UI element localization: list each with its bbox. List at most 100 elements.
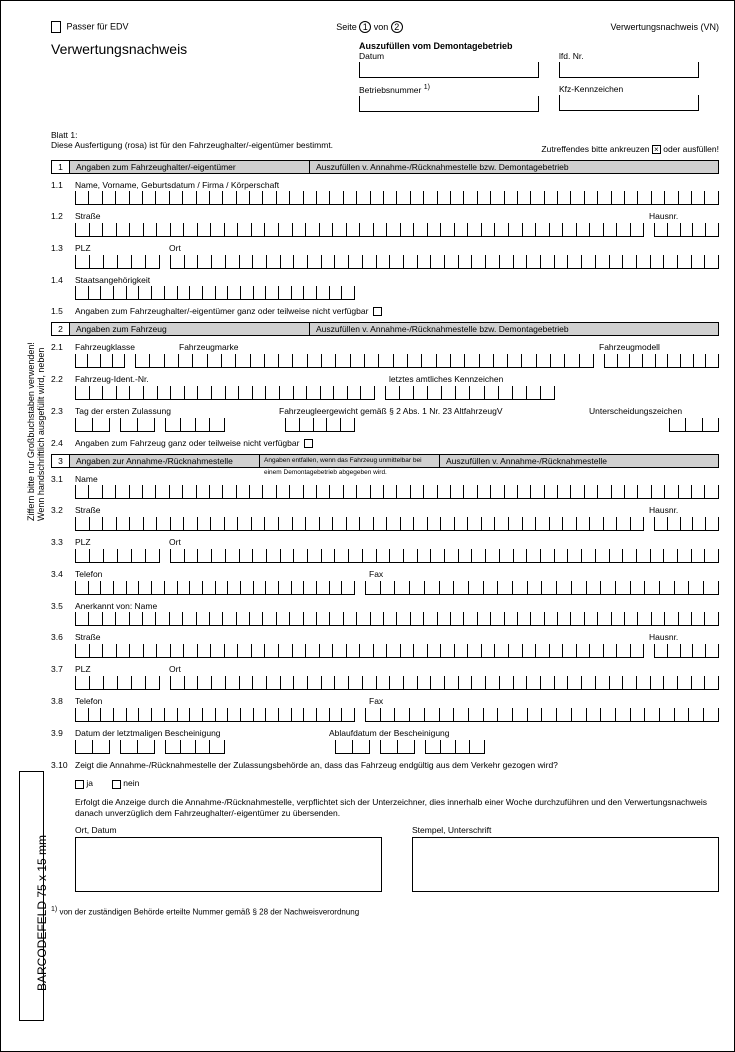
input-3-4b[interactable] [365,581,719,595]
label-3-8b: Fax [369,696,383,706]
barcode-label: BARCODEFELD 75 x 15 mm [35,835,49,991]
input-3-3b[interactable] [170,549,719,563]
section-1-bar: 1 Angaben zum Fahrzeughalter/-eigentümer… [51,160,719,174]
input-3-7a[interactable] [75,676,160,690]
input-1-2a[interactable] [75,223,644,237]
input-2-3c[interactable] [669,418,719,432]
demontage-header: Auszufüllen vom Demontagebetrieb [359,41,719,51]
label-3-2a: Straße [75,505,645,515]
input-2-3a3[interactable] [165,418,225,432]
label-1-3a: PLZ [75,243,165,253]
input-3-9a3[interactable] [165,740,225,754]
input-3-2a[interactable] [75,517,644,531]
input-2-1c[interactable] [604,354,719,368]
input-3-4a[interactable] [75,581,355,595]
label-3-10: Zeigt die Annahme-/Rücknahmestelle der Z… [75,760,719,770]
checkbox-x-icon: × [652,145,661,154]
label-3-4b: Fax [369,569,383,579]
checkbox-2-4[interactable] [304,439,313,448]
section-3-bar: 3 Angaben zur Annahme-/Rücknahmestelle A… [51,454,719,468]
passer-box-icon [51,21,61,33]
input-datum[interactable] [359,62,539,78]
label-3-4a: Telefon [75,569,365,579]
input-3-1[interactable] [75,485,719,499]
label-3-1: Name [75,474,719,484]
label-2-1b: Fahrzeugmarke [179,342,595,352]
input-2-3b[interactable] [285,418,355,432]
input-2-1b[interactable] [135,354,594,368]
label-ort-datum: Ort, Datum [75,825,382,835]
input-ort-datum[interactable] [75,837,382,892]
doc-type: Verwertungsnachweis (VN) [610,22,719,32]
label-2-3b: Fahrzeugleergewicht gemäß § 2 Abs. 1 Nr.… [279,406,585,416]
input-2-1a[interactable] [75,354,125,368]
input-1-3b[interactable] [170,255,719,269]
input-3-9b3[interactable] [425,740,485,754]
label-datum: Datum [359,51,539,61]
label-2-2b: letztes amtliches Kennzeichen [389,374,503,384]
label-1-3b: Ort [169,243,181,253]
input-3-6b[interactable] [654,644,719,658]
page-indicator: Seite 1 von 2 [336,21,403,33]
input-kfz[interactable] [559,95,699,111]
input-2-3a1[interactable] [75,418,110,432]
label-3-6b: Hausnr. [649,632,719,642]
input-2-2a[interactable] [75,386,375,400]
input-1-4[interactable] [75,286,355,300]
label-3-9b: Ablaufdatum der Bescheinigung [329,728,450,738]
input-1-3a[interactable] [75,255,160,269]
checkbox-ja[interactable] [75,780,84,789]
input-3-9b1[interactable] [335,740,370,754]
input-3-6a[interactable] [75,644,644,658]
label-2-3c: Unterscheidungszeichen [589,406,719,416]
input-3-9b2[interactable] [380,740,415,754]
input-1-1[interactable] [75,191,719,205]
demontage-block: Auszufüllen vom Demontagebetrieb Datum l… [359,41,719,118]
input-2-2b[interactable] [385,386,555,400]
input-2-3a2[interactable] [120,418,155,432]
label-betriebsnr: Betriebsnummer 1) [359,84,539,95]
input-3-3a[interactable] [75,549,160,563]
label-kfz: Kfz-Kennzeichen [559,84,699,94]
side-note-1: Wenn handschriftlich ausgefüllt wird, ne… [36,348,46,521]
ankreuz-note: Zutreffendes bitte ankreuzen × oder ausf… [541,144,719,154]
text-3-10: Erfolgt die Anzeige durch die Annahme-/R… [75,797,719,819]
label-3-7b: Ort [169,664,181,674]
label-3-5: Anerkannt von: Name [75,601,719,611]
label-2-1a: Fahrzeugklasse [75,342,175,352]
input-3-5[interactable] [75,612,719,626]
label-stempel: Stempel, Unterschrift [412,825,719,835]
label-3-9a: Datum der letztmaligen Bescheinigung [75,728,325,738]
input-stempel[interactable] [412,837,719,892]
label-2-2a: Fahrzeug-Ident.-Nr. [75,374,385,384]
page: Wenn handschriftlich ausgefüllt wird, ne… [0,0,735,1052]
page-title: Verwertungsnachweis [51,41,187,118]
label-2-1c: Fahrzeugmodell [599,342,719,352]
label-2-4: Angaben zum Fahrzeug ganz oder teilweise… [75,438,299,448]
checkbox-nein[interactable] [112,780,121,789]
top-row: Passer für EDV Seite 1 von 2 Verwertungs… [51,21,719,33]
input-1-2b[interactable] [654,223,719,237]
input-3-8b[interactable] [365,708,719,722]
input-lfdnr[interactable] [559,62,699,78]
label-3-2b: Hausnr. [649,505,719,515]
section-2-bar: 2 Angaben zum Fahrzeug Auszufüllen v. An… [51,322,719,336]
input-3-7b[interactable] [170,676,719,690]
label-3-6a: Straße [75,632,645,642]
passer: Passer für EDV [51,21,129,33]
label-1-1: Name, Vorname, Geburtsdatum / Firma / Kö… [75,180,719,190]
label-3-7a: PLZ [75,664,165,674]
label-lfdnr: lfd. Nr. [559,51,699,61]
input-3-9a2[interactable] [120,740,155,754]
footnote: 1) von der zuständigen Behörde erteilte … [51,906,719,917]
label-3-8a: Telefon [75,696,365,706]
label-1-2a: Straße [75,211,645,221]
input-betriebsnr[interactable] [359,96,539,112]
label-3-3a: PLZ [75,537,165,547]
title-row: Verwertungsnachweis Auszufüllen vom Demo… [51,41,719,118]
input-3-2b[interactable] [654,517,719,531]
checkbox-1-5[interactable] [373,307,382,316]
input-3-9a1[interactable] [75,740,110,754]
input-3-8a[interactable] [75,708,355,722]
blatt-note: Blatt 1: Diese Ausfertigung (rosa) ist f… [51,130,333,150]
